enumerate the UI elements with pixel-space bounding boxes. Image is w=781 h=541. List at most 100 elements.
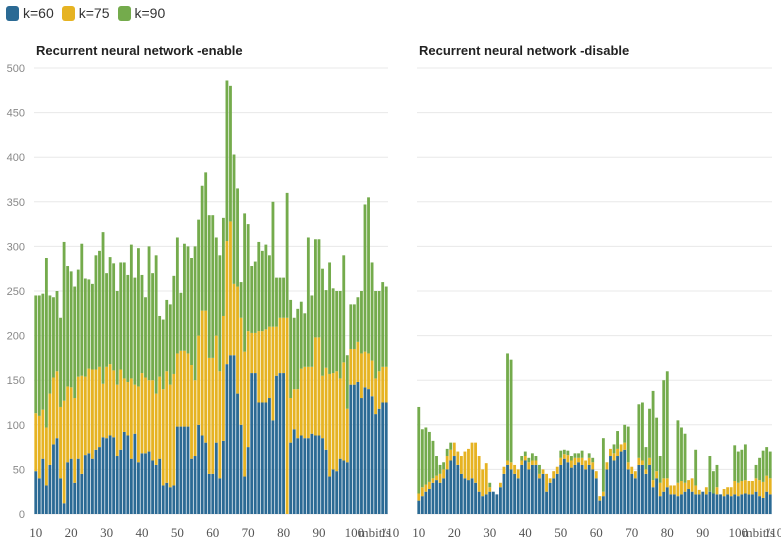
bar-segment-enable-k90 bbox=[267, 255, 271, 327]
bar-segment-enable-k60 bbox=[356, 381, 360, 514]
legend-item-k75[interactable]: k=75 bbox=[61, 5, 110, 21]
bar-segment-enable-k60 bbox=[108, 435, 112, 514]
bar-segment-enable-k60 bbox=[186, 426, 190, 514]
bar-segment-enable-k90 bbox=[151, 273, 155, 381]
bar-segment-disable-k60 bbox=[619, 451, 623, 514]
bar-segment-disable-k90 bbox=[644, 447, 648, 470]
bar-segment-enable-k90 bbox=[345, 355, 349, 409]
bar-segment-enable-k90 bbox=[211, 215, 215, 358]
bar-segment-disable-k60 bbox=[488, 491, 492, 514]
bar-segment-disable-k75 bbox=[758, 480, 761, 497]
bar-segment-enable-k60 bbox=[98, 447, 101, 514]
bar-segment-enable-k75 bbox=[94, 369, 98, 450]
legend-item-k90[interactable]: k=90 bbox=[117, 5, 165, 21]
bar-segment-enable-k60 bbox=[306, 438, 310, 514]
bar-segment-disable-k75 bbox=[665, 478, 669, 488]
bar-segment-enable-k60 bbox=[175, 426, 179, 514]
bar-segment-enable-k75 bbox=[105, 366, 108, 439]
bar-segment-enable-k60 bbox=[236, 393, 239, 514]
bar-segment-enable-k90 bbox=[264, 244, 268, 330]
bar-segment-enable-k90 bbox=[214, 237, 218, 336]
bar-segment-enable-k75 bbox=[151, 380, 155, 461]
bar-segment-enable-k60 bbox=[275, 375, 278, 514]
bar-segment-disable-k90 bbox=[428, 431, 431, 482]
bar-segment-enable-k75 bbox=[108, 364, 112, 436]
bar-segment-enable-k60 bbox=[101, 437, 105, 514]
bar-segment-disable-k90 bbox=[570, 456, 573, 461]
bar-segment-enable-k90 bbox=[179, 292, 183, 351]
bar-segment-disable-k60 bbox=[609, 456, 612, 514]
bar-segment-enable-k60 bbox=[66, 462, 70, 514]
bar-segment-disable-k75 bbox=[538, 473, 541, 479]
legend-label-k60: k=60 bbox=[23, 5, 54, 21]
bar-segment-enable-k90 bbox=[76, 269, 80, 377]
bar-segment-disable-k90 bbox=[754, 464, 758, 479]
bar-segment-enable-k90 bbox=[48, 295, 52, 394]
bar-segment-enable-k90 bbox=[112, 263, 116, 371]
legend-item-k60[interactable]: k=60 bbox=[6, 5, 54, 21]
bar-segment-enable-k60 bbox=[363, 387, 367, 514]
bar-segment-enable-k90 bbox=[377, 291, 381, 372]
bar-segment-disable-k60 bbox=[665, 487, 669, 514]
bar-segment-enable-k75 bbox=[211, 357, 215, 474]
bar-segment-disable-k90 bbox=[438, 464, 442, 474]
bar-segment-enable-k60 bbox=[165, 482, 169, 514]
bar-segment-disable-k75 bbox=[420, 487, 424, 497]
chart-title-enable: Recurrent neural network -enable bbox=[36, 43, 243, 58]
bar-segment-enable-k60 bbox=[204, 442, 208, 514]
bar-segment-enable-k75 bbox=[275, 326, 278, 376]
bar-segment-enable-k75 bbox=[246, 331, 250, 448]
bar-segment-disable-k60 bbox=[555, 473, 559, 514]
y-tick-label: 400 bbox=[7, 152, 25, 164]
bar-segment-enable-k90 bbox=[83, 278, 87, 377]
bar-segment-disable-k60 bbox=[623, 449, 627, 514]
bar-segment-enable-k75 bbox=[207, 357, 211, 474]
bar-segment-enable-k60 bbox=[90, 458, 94, 514]
bar-segment-enable-k60 bbox=[374, 414, 378, 514]
bar-segment-enable-k75 bbox=[98, 366, 101, 448]
bar-segment-enable-k75 bbox=[342, 362, 346, 461]
bar-segment-disable-k75 bbox=[768, 478, 772, 495]
bar-segment-enable-k90 bbox=[37, 295, 41, 416]
bar-segment-enable-k90 bbox=[260, 250, 264, 332]
bar-segment-disable-k75 bbox=[502, 466, 506, 474]
bar-segment-disable-k60 bbox=[470, 478, 474, 514]
bar-segment-enable-k75 bbox=[73, 398, 77, 483]
bar-segment-disable-k60 bbox=[740, 494, 744, 514]
bar-segment-enable-k75 bbox=[278, 317, 282, 374]
bar-segment-enable-k75 bbox=[367, 353, 370, 390]
x-axis-label: mbit/s bbox=[358, 525, 391, 540]
x-tick-label: 30 bbox=[483, 525, 496, 540]
bar-segment-disable-k90 bbox=[626, 426, 630, 463]
bar-segment-enable-k60 bbox=[349, 384, 353, 514]
bar-segment-disable-k90 bbox=[768, 451, 772, 479]
bar-segment-disable-k90 bbox=[573, 453, 577, 458]
bar-segment-disable-k60 bbox=[428, 489, 431, 514]
bar-segment-enable-k60 bbox=[331, 469, 335, 514]
bar-segment-enable-k60 bbox=[250, 373, 254, 514]
y-tick-label: 150 bbox=[7, 375, 25, 387]
bar-segment-enable-k60 bbox=[158, 458, 162, 514]
bar-segment-disable-k75 bbox=[669, 485, 673, 495]
bar-segment-disable-k60 bbox=[690, 491, 694, 514]
bar-segment-enable-k75 bbox=[303, 366, 307, 439]
bar-segment-disable-k90 bbox=[509, 359, 513, 463]
bar-segment-disable-k60 bbox=[484, 494, 488, 514]
bar-segment-disable-k75 bbox=[626, 462, 630, 470]
bar-segment-enable-k90 bbox=[105, 273, 108, 367]
bar-segment-disable-k60 bbox=[577, 462, 580, 514]
bar-segment-enable-k75 bbox=[140, 373, 144, 454]
bar-segment-enable-k90 bbox=[331, 288, 335, 374]
x-tick-label: 40 bbox=[135, 525, 148, 540]
bar-segment-disable-k60 bbox=[506, 464, 509, 514]
bar-segment-enable-k75 bbox=[101, 383, 105, 438]
bar-segment-enable-k60 bbox=[239, 424, 243, 514]
bar-segment-enable-k60 bbox=[168, 487, 172, 514]
bar-segment-disable-k75 bbox=[513, 464, 517, 474]
bar-segment-enable-k75 bbox=[335, 371, 339, 472]
bar-segment-disable-k90 bbox=[648, 408, 651, 458]
bar-segment-enable-k90 bbox=[349, 304, 353, 349]
bar-segment-disable-k60 bbox=[754, 491, 758, 514]
bar-segment-disable-k75 bbox=[516, 469, 520, 479]
bar-segment-enable-k90 bbox=[200, 185, 204, 311]
